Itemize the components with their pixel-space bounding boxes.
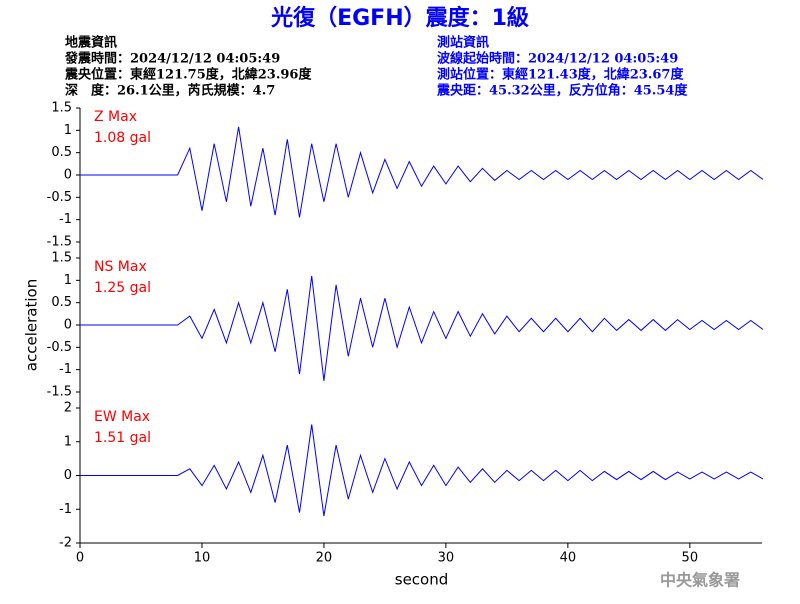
x-tick-label: 10 — [194, 551, 211, 566]
info-text: 測站資訊 — [437, 35, 489, 51]
y-tick-label: 0.5 — [51, 145, 72, 160]
y-tick-label: 1 — [64, 434, 72, 449]
x-axis-label: second — [395, 571, 449, 589]
max-label: 1.51 gal — [94, 430, 151, 446]
y-tick-label: 1 — [64, 123, 72, 138]
info-text: 地震資訊 — [65, 35, 117, 51]
y-tick-label: 2 — [64, 401, 72, 416]
x-tick-label: 30 — [438, 551, 455, 566]
y-tick-label: -1.5 — [47, 235, 72, 250]
waveform — [80, 126, 764, 218]
info-text: 波線起始時間：2024/12/12 04:05:49 — [437, 51, 678, 67]
y-tick-label: -1.5 — [47, 385, 72, 400]
info-text: 發震時間：2024/12/12 04:05:49 — [64, 51, 280, 67]
panel-label: EW Max — [94, 409, 150, 425]
waveform — [80, 424, 764, 517]
y-tick-label: -2 — [59, 536, 72, 551]
y-tick-label: 0 — [64, 318, 72, 333]
y-tick-label: -1 — [59, 502, 72, 517]
agency: 中央氣象署 — [660, 571, 740, 590]
y-tick-label: -0.5 — [47, 340, 72, 355]
y-tick-label: 0.5 — [51, 295, 72, 310]
x-tick-label: 50 — [682, 551, 699, 566]
y-tick-label: 0 — [64, 168, 72, 183]
y-tick-label: -0.5 — [47, 190, 72, 205]
y-tick-label: 1.5 — [51, 101, 72, 116]
max-label: 1.25 gal — [94, 280, 151, 296]
y-tick-label: -1 — [59, 212, 72, 227]
panel-label: Z Max — [94, 109, 137, 125]
y-tick-label: 1.5 — [51, 251, 72, 266]
x-tick-label: 20 — [316, 551, 333, 566]
y-axis-label: acceleration — [23, 279, 41, 371]
panel-label: NS Max — [94, 259, 147, 275]
y-tick-label: -1 — [59, 362, 72, 377]
y-tick-label: 0 — [64, 468, 72, 483]
info-text: 震央位置：東經121.75度，北緯23.96度 — [64, 67, 312, 83]
x-tick-label: 40 — [560, 551, 577, 566]
x-tick-label: 0 — [76, 551, 84, 566]
max-label: 1.08 gal — [94, 130, 151, 146]
chart-title: 光復（EGFH）震度：1級 — [270, 5, 529, 31]
info-text: 深 度：26.1公里，芮氏規模：4.7 — [65, 83, 275, 99]
waveform — [80, 275, 764, 381]
info-text: 測站位置：東經121.43度，北緯23.67度 — [437, 67, 684, 83]
y-tick-label: 1 — [64, 273, 72, 288]
info-text: 震央距：45.32公里，反方位角：45.54度 — [436, 83, 688, 99]
